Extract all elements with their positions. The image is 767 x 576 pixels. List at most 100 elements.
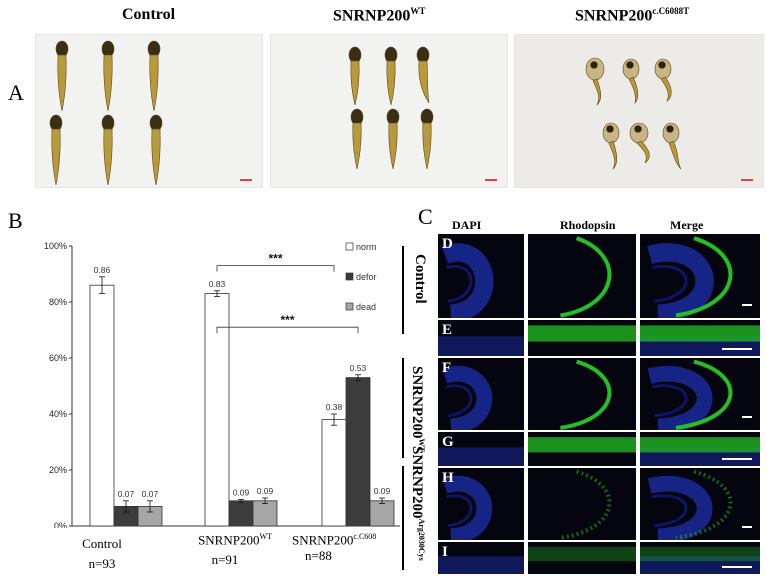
- scale-bar: [722, 566, 752, 568]
- group-n-mutant: n=88: [305, 548, 332, 563]
- subpanel-letter: G: [442, 434, 454, 450]
- micrograph-image: [438, 556, 524, 574]
- channel-header-dapi: DAPI: [452, 218, 482, 232]
- y-tick-label: 40%: [49, 409, 67, 419]
- subpanel-letter: D: [442, 236, 453, 252]
- y-tick-label: 100%: [44, 241, 67, 251]
- micrograph-image: [528, 437, 636, 453]
- legend-swatch-dead: [345, 302, 354, 311]
- legend-label-norm: norm: [356, 242, 377, 252]
- column-title-snrnp200-wt: SNRNP200WT: [333, 6, 426, 25]
- micrograph-image: [442, 366, 493, 430]
- micrograph-rhodopsin: [528, 358, 636, 430]
- column-title-control: Control: [122, 6, 176, 23]
- micrograph-rhodopsin: [528, 320, 636, 356]
- micrograph-dapi: G: [438, 432, 524, 466]
- scale-mark: [741, 179, 753, 181]
- larva: [49, 40, 163, 186]
- legend-label-dead: dead: [356, 302, 376, 312]
- group-label-mutant: SNRNP200c.C608: [292, 532, 377, 548]
- bar-defor: [345, 377, 371, 527]
- column-title-snrnp200-mutant: SNRNP200c.C6088T: [575, 6, 690, 25]
- data-label: 0.09: [257, 486, 274, 496]
- row-bracket-wt: [402, 358, 404, 458]
- panel-b-letter: B: [8, 208, 23, 233]
- subpanel-letter: I: [442, 544, 448, 560]
- micrograph-image: [560, 469, 612, 540]
- scale-mark: [240, 179, 252, 181]
- channel-header-rhodopsin: Rhodopsin: [560, 218, 616, 232]
- y-tick-label: 20%: [49, 465, 67, 475]
- data-label: 0.83: [209, 279, 226, 289]
- micrograph-image: [438, 336, 524, 356]
- data-label: 0.07: [142, 489, 159, 499]
- micrograph-merge: [640, 432, 760, 466]
- panel-c-letter: C: [418, 204, 433, 229]
- group-n-wt: n=91: [211, 552, 239, 567]
- micrograph-image: [647, 359, 733, 430]
- scale-bar: [722, 458, 752, 460]
- micrograph-image: [640, 546, 760, 574]
- micrograph-image: [441, 243, 494, 318]
- micrograph-image: [647, 469, 733, 540]
- row-label-mutant: SNRNP200Arg2030Cys: [409, 446, 426, 561]
- legend-swatch-norm: [345, 242, 354, 251]
- panel-a-letter: A: [8, 80, 24, 105]
- data-label: 0.38: [326, 402, 343, 412]
- micrograph-rhodopsin: [528, 432, 636, 466]
- wt-larvae-illustration: [348, 46, 434, 170]
- significance-bracket: [216, 265, 335, 272]
- micrograph-merge: [640, 468, 760, 540]
- micrograph-rhodopsin: [528, 468, 636, 540]
- micrograph-image: [640, 325, 760, 356]
- y-tick-label: 60%: [49, 353, 67, 363]
- subpanel-letter: H: [442, 470, 454, 486]
- photo-wt-larvae: [270, 34, 508, 188]
- legend-swatch-defor: [345, 272, 354, 281]
- bar-defor: [228, 500, 254, 527]
- significance-brackets: *** ***: [216, 252, 359, 334]
- bar-norm: [321, 419, 347, 527]
- significance-bracket: [216, 326, 359, 334]
- group-n-control: n=93: [88, 556, 116, 571]
- micrograph-image: [640, 437, 760, 466]
- data-label: 0.53: [350, 363, 367, 373]
- micrograph-dapi: H: [438, 468, 524, 540]
- row-bracket-mutant: [402, 466, 404, 570]
- bar-chart: 0%20%40%60%80%100% 0.860.07 0.070.830.09 0…: [44, 241, 400, 528]
- micrograph-image: [647, 236, 733, 318]
- channel-header-merge: Merge: [670, 218, 704, 232]
- y-axis-ticks: 0% 20% 40% 60% 80% 100%: [44, 241, 72, 528]
- micrograph-image: [528, 546, 636, 562]
- micrograph-rhodopsin: [528, 234, 636, 318]
- micrograph-merge: [640, 320, 760, 356]
- row-bracket-control: [402, 246, 404, 334]
- micrograph-dapi: E: [438, 320, 524, 356]
- significance-label: ***: [268, 252, 282, 266]
- legend-label-defor: defor: [356, 272, 377, 282]
- micrograph-image: [560, 236, 612, 318]
- data-label: 0.09: [233, 487, 250, 497]
- scale-bar: [722, 348, 752, 350]
- micrograph-dapi: F: [438, 358, 524, 430]
- micrograph-dapi: D: [438, 234, 524, 318]
- photo-mutant-larvae: [514, 34, 764, 188]
- micrograph-merge: [640, 542, 760, 574]
- micrograph-rhodopsin: [528, 542, 636, 574]
- bar-dead: [252, 500, 278, 527]
- micrograph-image: [560, 359, 612, 430]
- bars-group: 0.86 0.07 0.07 0.83 0.09 0.09 0.38 0.53 0.09: [89, 265, 395, 527]
- scale-bar: [742, 526, 752, 528]
- y-tick-label: 0%: [54, 521, 67, 528]
- scale-mark: [485, 179, 497, 181]
- y-tick-label: 80%: [49, 297, 67, 307]
- bar-dead: [369, 500, 395, 527]
- group-label-wt: SNRNP200WT: [198, 532, 272, 548]
- group-label-control: Control: [82, 536, 122, 551]
- row-label-control: Control: [412, 254, 428, 304]
- chart-legend: norm defor dead: [345, 242, 377, 312]
- subpanel-letter: E: [442, 322, 453, 338]
- micrograph-image: [442, 476, 493, 540]
- micrograph-image: [528, 325, 636, 342]
- micrograph-dapi: I: [438, 542, 524, 574]
